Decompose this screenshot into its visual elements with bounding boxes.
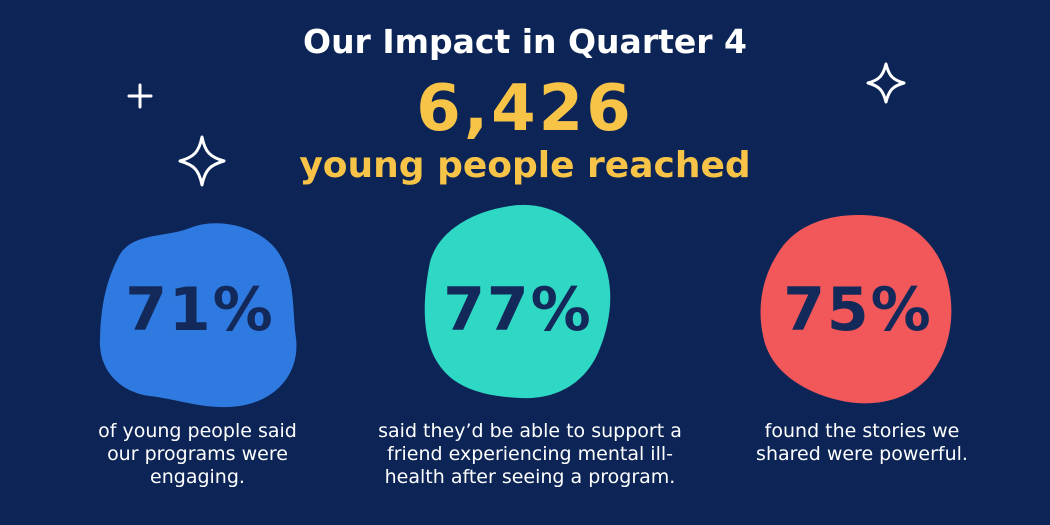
sparkle [178,135,226,187]
sparkle [127,83,153,109]
stat-value: 71% [125,275,275,345]
subtitle: young people reached [299,145,751,186]
stat-description: of young people said our programs were e… [98,420,297,488]
stat-description: said they’d be able to support a friend … [378,420,682,488]
headline: 6,426 [416,72,634,146]
blob [99,223,297,408]
title: Our Impact in Quarter 4 [303,22,747,61]
blob [760,215,952,404]
stat-description: found the stories we shared were powerfu… [756,420,968,465]
stat-value: 75% [783,275,933,345]
stat-value: 77% [443,275,593,345]
blob [424,204,611,399]
sparkle [866,62,906,104]
